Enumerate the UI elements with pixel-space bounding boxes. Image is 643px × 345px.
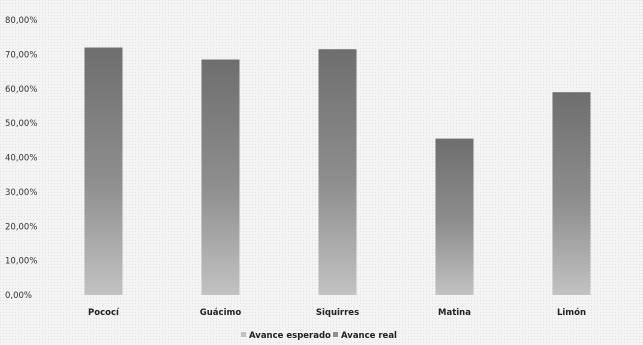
x-category-label: Siquirres <box>316 308 359 318</box>
y-tick-label: 40,00% <box>5 154 37 164</box>
y-tick-label: 10,00% <box>5 257 37 267</box>
y-tick-label: 70,00% <box>5 50 37 60</box>
legend-swatch <box>241 332 246 337</box>
y-tick-label: 60,00% <box>5 85 37 95</box>
legend-label: Avance esperado <box>249 331 331 341</box>
y-tick-label: 20,00% <box>5 222 37 232</box>
y-tick-label: 30,00% <box>5 188 37 198</box>
x-axis: Pococí Guácimo Siquirres Matina Limón <box>88 307 586 318</box>
legend-label: Avance real <box>341 331 397 341</box>
bar-avance-real <box>318 49 357 295</box>
y-axis: 0,00% 10,00% 20,00% 30,00% 40,00% 50,00% 60,00… <box>5 16 37 301</box>
x-category-label: Limón <box>557 307 586 318</box>
bar-avance-real <box>435 138 474 295</box>
bar-avance-real <box>201 59 240 295</box>
legend-swatch <box>333 332 338 337</box>
x-category-label: Pococí <box>88 308 120 318</box>
bar-avance-real <box>552 92 591 295</box>
y-tick-label: 50,00% <box>5 119 37 129</box>
y-tick-label: 80,00% <box>5 16 37 26</box>
x-category-label: Guácimo <box>200 308 242 318</box>
y-tick-label: 0,00% <box>5 291 32 301</box>
legend: Avance esperado Avance real <box>241 331 397 341</box>
x-category-label: Matina <box>438 308 471 318</box>
bars <box>84 47 591 295</box>
bar-avance-real <box>84 47 123 295</box>
